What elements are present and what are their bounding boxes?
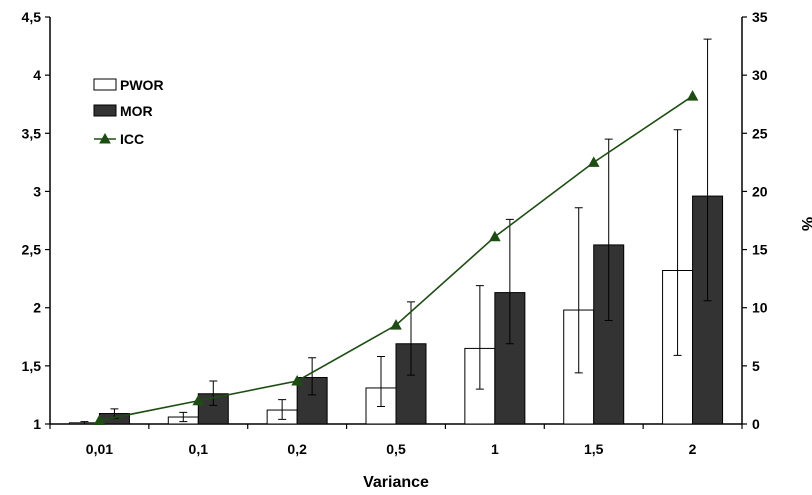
y-left-tick-label: 4 xyxy=(33,67,41,83)
x-tick-label: 0,01 xyxy=(86,441,113,457)
error-bar-mor xyxy=(407,301,415,376)
error-bar-pwor xyxy=(80,421,89,425)
error-bars xyxy=(80,38,712,425)
error-bar-pwor xyxy=(377,356,385,408)
y-left-tick-label: 3,5 xyxy=(22,125,42,141)
y-left-tick-label: 1 xyxy=(33,416,41,432)
legend-pwor-label: PWOR xyxy=(120,77,164,93)
x-tick-label: 1,5 xyxy=(584,441,604,457)
y-left-tick-label: 2,5 xyxy=(22,242,42,258)
legend: PWOR MOR ICC xyxy=(89,69,196,153)
x-tick-label: 0,1 xyxy=(189,441,209,457)
x-tick-label: 0,2 xyxy=(287,441,307,457)
y-right-tick-label: 10 xyxy=(752,300,768,316)
y-left-axis: 1 1,5 2 2,5 3 3,5 4 4,5 xyxy=(22,9,51,432)
error-bar-mor xyxy=(604,138,613,322)
bars xyxy=(68,195,724,425)
legend-icc-marker xyxy=(99,132,111,144)
error-bar-mor xyxy=(209,380,218,406)
legend-icc-label: ICC xyxy=(120,131,144,147)
x-axis-title: Variance xyxy=(363,474,429,491)
y-right-axis-title: % xyxy=(798,217,812,231)
y-right-tick-label: 5 xyxy=(752,358,760,374)
y-left-tick-label: 2 xyxy=(33,300,41,316)
y-right-tick-label: 25 xyxy=(752,125,768,141)
y-right-axis: 0 5 10 15 20 25 30 35 xyxy=(741,9,768,432)
x-axis: 0,01 0,1 0,2 0,5 1 1,5 2 xyxy=(49,423,743,457)
error-bar-pwor xyxy=(673,129,682,356)
y-right-tick-label: 35 xyxy=(752,9,768,25)
icc-marker xyxy=(489,230,501,242)
error-bar-pwor xyxy=(574,207,583,374)
x-tick-label: 1 xyxy=(491,441,499,457)
icc-marker xyxy=(686,90,699,101)
error-bar-mor xyxy=(308,357,317,396)
legend-mor-label: MOR xyxy=(120,103,153,119)
y-left-tick-label: 1,5 xyxy=(22,358,42,374)
icc-marker xyxy=(587,156,600,167)
y-right-tick-label: 0 xyxy=(752,416,760,432)
y-right-tick-label: 15 xyxy=(752,242,768,258)
x-tick-label: 2 xyxy=(689,441,697,457)
icc-marker xyxy=(390,319,402,330)
y-left-tick-label: 3 xyxy=(33,183,41,199)
y-left-tick-label: 4,5 xyxy=(22,9,42,25)
legend-mor-swatch xyxy=(93,104,117,117)
icc-marker xyxy=(192,394,205,406)
x-tick-label: 0,5 xyxy=(386,441,406,457)
error-bar-mor xyxy=(703,38,712,302)
y-right-tick-label: 20 xyxy=(752,183,768,199)
error-bar-pwor xyxy=(475,285,484,390)
error-bar-mor xyxy=(505,218,514,345)
error-bar-pwor xyxy=(278,399,287,420)
icc-marker xyxy=(291,374,303,386)
legend-pwor-swatch xyxy=(93,78,117,91)
icc-series xyxy=(93,90,699,426)
y-right-tick-label: 30 xyxy=(752,67,768,83)
icc-marker xyxy=(93,414,106,426)
error-bar-pwor xyxy=(179,411,188,423)
